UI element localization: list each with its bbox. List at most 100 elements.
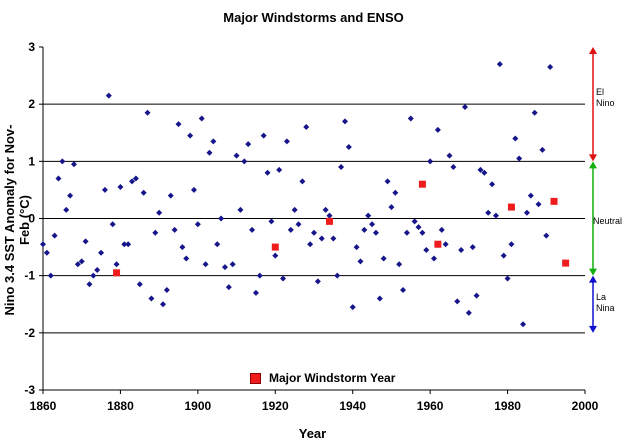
data-point-anomaly <box>349 304 356 311</box>
data-point-anomaly <box>481 169 488 176</box>
data-point-anomaly <box>225 284 232 291</box>
data-point-windstorm <box>507 203 515 211</box>
data-point-anomaly <box>388 204 395 211</box>
data-point-anomaly <box>194 221 201 228</box>
data-point-anomaly <box>214 241 221 248</box>
data-point-anomaly <box>252 289 259 296</box>
data-point-anomaly <box>160 301 167 308</box>
data-point-anomaly <box>43 249 50 256</box>
enso-label-el-nino: El Nino <box>596 87 615 108</box>
data-point-anomaly <box>303 124 310 131</box>
x-tick-label: 1900 <box>185 399 212 413</box>
data-point-anomaly <box>423 246 430 253</box>
data-point-anomaly <box>496 61 503 68</box>
data-point-anomaly <box>167 192 174 199</box>
data-point-anomaly <box>427 158 434 165</box>
data-point-anomaly <box>144 109 151 116</box>
data-point-windstorm <box>325 217 333 225</box>
data-point-anomaly <box>101 186 108 193</box>
data-point-anomaly <box>485 209 492 216</box>
data-point-anomaly <box>500 252 507 259</box>
data-point-anomaly <box>431 255 438 262</box>
data-point-anomaly <box>233 152 240 159</box>
enso-arrow-up <box>589 161 597 169</box>
data-point-anomaly <box>74 261 81 268</box>
data-point-anomaly <box>477 166 484 173</box>
data-point-anomaly <box>492 212 499 219</box>
data-point-anomaly <box>63 206 70 213</box>
data-point-windstorm <box>113 269 121 277</box>
data-point-anomaly <box>249 226 256 233</box>
data-point-anomaly <box>527 192 534 199</box>
data-point-anomaly <box>47 272 54 279</box>
data-point-anomaly <box>280 275 287 282</box>
data-point-anomaly <box>372 229 379 236</box>
data-point-anomaly <box>202 261 209 268</box>
data-point-windstorm <box>562 259 570 267</box>
data-point-anomaly <box>86 281 93 288</box>
data-point-anomaly <box>531 109 538 116</box>
data-point-anomaly <box>78 258 85 265</box>
data-point-anomaly <box>504 275 511 282</box>
data-point-anomaly <box>415 224 422 231</box>
data-point-anomaly <box>179 244 186 251</box>
data-point-anomaly <box>438 226 445 233</box>
data-point-anomaly <box>105 92 112 99</box>
data-point-anomaly <box>322 206 329 213</box>
data-point-anomaly <box>268 218 275 225</box>
data-point-anomaly <box>338 164 345 171</box>
x-tick-label: 1960 <box>417 399 444 413</box>
data-point-anomaly <box>341 118 348 125</box>
data-point-anomaly <box>283 138 290 145</box>
data-point-anomaly <box>132 175 139 182</box>
data-point-anomaly <box>55 175 62 182</box>
data-point-anomaly <box>520 321 527 328</box>
x-tick-label: 1920 <box>262 399 289 413</box>
data-point-anomaly <box>469 244 476 251</box>
data-point-anomaly <box>70 161 77 168</box>
data-point-anomaly <box>218 215 225 222</box>
data-point-anomaly <box>535 201 542 208</box>
data-point-anomaly <box>140 189 147 196</box>
data-point-anomaly <box>276 166 283 173</box>
data-point-anomaly <box>465 309 472 316</box>
y-tick-label: 0 <box>28 212 35 226</box>
data-point-anomaly <box>59 158 66 165</box>
legend-label-windstorm: Major Windstorm Year <box>269 371 396 385</box>
data-point-anomaly <box>183 255 190 262</box>
data-point-anomaly <box>291 206 298 213</box>
data-point-anomaly <box>523 209 530 216</box>
data-point-anomaly <box>311 229 317 236</box>
data-point-anomaly <box>187 132 194 139</box>
data-point-anomaly <box>326 212 333 219</box>
data-point-windstorm <box>550 197 558 205</box>
y-tick-label: 1 <box>28 154 35 168</box>
data-point-anomaly <box>264 169 271 176</box>
data-point-anomaly <box>458 246 465 253</box>
data-point-windstorm <box>271 243 279 251</box>
data-point-anomaly <box>260 132 267 139</box>
data-point-anomaly <box>117 184 124 191</box>
data-point-anomaly <box>148 295 155 302</box>
data-point-anomaly <box>307 241 314 248</box>
data-point-anomaly <box>136 281 143 288</box>
data-point-anomaly <box>299 178 306 185</box>
data-point-anomaly <box>411 218 418 225</box>
enso-arrow-up <box>589 275 597 283</box>
data-point-anomaly <box>543 232 550 239</box>
y-tick-label: 2 <box>28 97 35 111</box>
data-point-anomaly <box>98 249 105 256</box>
data-point-anomaly <box>489 181 496 188</box>
data-point-anomaly <box>376 295 383 302</box>
data-point-anomaly <box>357 258 364 265</box>
data-point-anomaly <box>51 232 58 239</box>
x-tick-label: 2000 <box>572 399 599 413</box>
data-point-anomaly <box>516 155 523 162</box>
data-point-anomaly <box>384 178 391 185</box>
data-point-anomaly <box>229 261 236 268</box>
data-point-anomaly <box>512 135 519 142</box>
data-point-anomaly <box>82 238 89 245</box>
data-point-anomaly <box>461 104 468 111</box>
data-point-anomaly <box>156 209 163 216</box>
